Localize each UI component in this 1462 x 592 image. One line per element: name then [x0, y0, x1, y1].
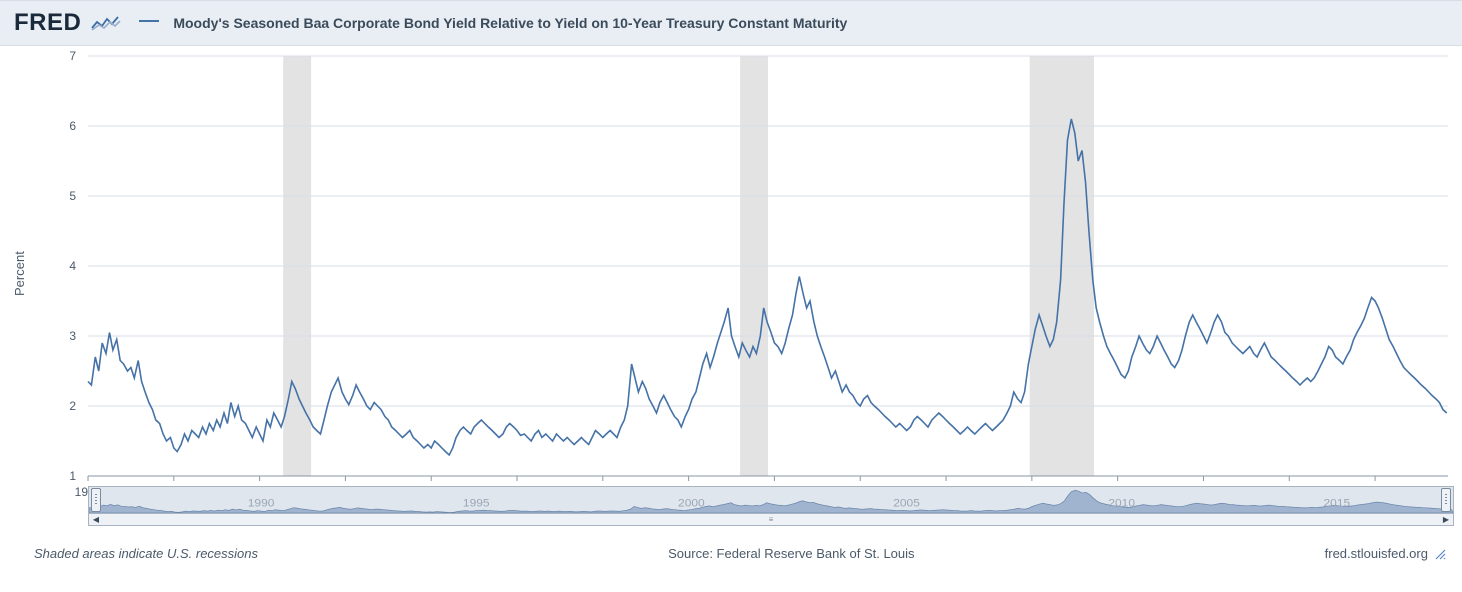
svg-text:5: 5	[69, 189, 76, 203]
slider-minichart: 1990 1995 2000 2005 2010 2015	[89, 487, 1453, 513]
svg-text:4: 4	[69, 259, 76, 273]
chart-svg[interactable]: 1234567198619881990199219941996199820002…	[0, 46, 1462, 538]
svg-text:2005: 2005	[893, 498, 920, 510]
svg-text:6: 6	[69, 119, 76, 133]
svg-text:2010: 2010	[1108, 498, 1135, 510]
svg-text:1990: 1990	[248, 498, 275, 510]
slider-track[interactable]: 1990 1995 2000 2005 2010 2015	[88, 486, 1454, 514]
chart-footer: Shaded areas indicate U.S. recessions So…	[0, 538, 1462, 561]
fred-chart-icon	[91, 14, 121, 32]
footer-recession-note: Shaded areas indicate U.S. recessions	[34, 546, 258, 561]
svg-text:1: 1	[69, 469, 76, 483]
time-slider[interactable]: 1990 1995 2000 2005 2010 2015 ◀ ≡ ▶	[88, 486, 1454, 526]
svg-text:7: 7	[69, 49, 76, 63]
chart-area: Percent 12345671986198819901992199419961…	[0, 46, 1462, 538]
series-title: Moody's Seasoned Baa Corporate Bond Yiel…	[173, 15, 847, 31]
scrollbar-grip-icon[interactable]: ≡	[769, 515, 774, 524]
scroll-left-icon[interactable]: ◀	[89, 515, 103, 525]
svg-text:2015: 2015	[1323, 498, 1350, 510]
svg-text:2: 2	[69, 399, 76, 413]
scroll-right-icon[interactable]: ▶	[1439, 515, 1453, 525]
svg-text:3: 3	[69, 329, 76, 343]
legend-swatch	[139, 20, 159, 22]
resize-icon[interactable]	[1434, 548, 1446, 560]
slider-handle-right[interactable]	[1441, 488, 1451, 512]
svg-text:1995: 1995	[463, 498, 490, 510]
slider-handle-left[interactable]	[91, 488, 101, 512]
svg-text:2000: 2000	[678, 498, 705, 510]
footer-url[interactable]: fred.stlouisfed.org	[1325, 546, 1428, 561]
footer-source: Source: Federal Reserve Bank of St. Loui…	[668, 546, 914, 561]
slider-scrollbar[interactable]: ◀ ≡ ▶	[88, 514, 1454, 526]
fred-logo: FRED	[14, 9, 81, 37]
chart-header: FRED Moody's Seasoned Baa Corporate Bond…	[0, 0, 1462, 46]
